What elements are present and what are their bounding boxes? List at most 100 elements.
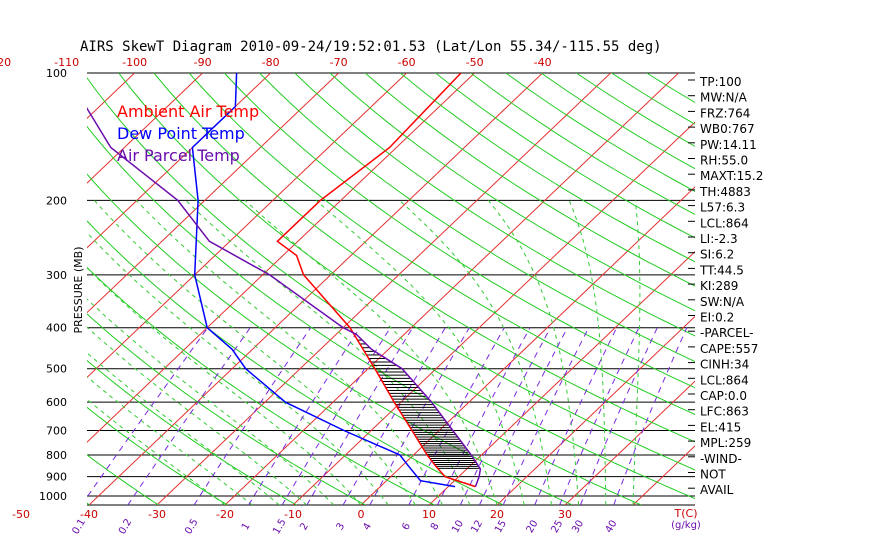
- temp-bottom-tick-label: 20: [490, 508, 504, 521]
- dry-adiabat-line: [118, 73, 695, 471]
- pressure-tick-label: 600: [46, 396, 67, 409]
- stat-line: RH:55.0: [700, 154, 748, 168]
- temp-top-tick-label: -40: [534, 56, 552, 69]
- mixing-ratio-label: 2: [298, 521, 311, 532]
- stat-line: -PARCEL-: [700, 326, 754, 340]
- dry-adiabat-line: [470, 73, 695, 216]
- dry-adiabat-line: [87, 266, 435, 505]
- stat-line: CAPE:557: [700, 342, 758, 356]
- mixing-ratio-line: [281, 327, 391, 505]
- moist-adiabat-line: [87, 376, 253, 505]
- isotherm-line: [428, 250, 695, 505]
- moist-adiabat-line: [87, 326, 307, 505]
- isotherm-line: [87, 73, 407, 379]
- stat-line: SI:6.2: [700, 248, 734, 262]
- temp-bottom-tick-label: -50: [12, 508, 30, 521]
- pressure-tick-label: 200: [46, 194, 67, 207]
- pressure-tick-label: 500: [46, 363, 67, 376]
- isotherm-line: [87, 73, 203, 184]
- dry-adiabat-line: [329, 73, 695, 312]
- dry-adiabat-line: [364, 73, 695, 287]
- mixing-ratio-line: [408, 327, 505, 505]
- stat-line: CAP:0.0: [700, 389, 747, 403]
- stat-line: -WIND-: [700, 452, 742, 466]
- legend: Ambient Air Temp Dew Point Temp Air Parcel…: [117, 102, 259, 165]
- isotherm-line: [564, 380, 695, 505]
- stat-line: EI:0.2: [700, 311, 734, 325]
- mixing-ratio-line: [87, 327, 209, 498]
- moist-adiabat-line: [93, 199, 416, 505]
- temp-bottom-tick-label: -10: [284, 508, 302, 521]
- plot-area: [0, 73, 695, 505]
- stat-line: SW:N/A: [700, 295, 745, 309]
- mixing-ratio-line: [369, 327, 470, 505]
- y-axis-label: PRESSURE (MB): [72, 247, 85, 334]
- mixing-ratio-label: 0.2: [117, 517, 134, 536]
- mixing-ratio-line: [193, 327, 312, 505]
- dry-adiabat-line: [223, 73, 695, 389]
- temp-top-tick-label: -60: [398, 56, 416, 69]
- stat-line: MPL:259: [700, 436, 751, 450]
- mixing-ratio-line: [613, 327, 688, 505]
- dry-adiabat-line: [87, 406, 228, 505]
- chart-title: AIRS SkewT Diagram 2010-09-24/19:52:01.5…: [80, 39, 662, 55]
- dry-adiabat-line: [87, 76, 695, 500]
- moist-adiabat-line: [87, 231, 389, 505]
- dry-adiabat-line: [87, 125, 642, 505]
- mixing-ratio-label: 40: [604, 518, 620, 535]
- temp-top-tick-label: -110: [54, 56, 79, 69]
- isotherm-line: [87, 73, 475, 443]
- pressure-tick-label: 400: [46, 322, 67, 335]
- dry-adiabat-line: [0, 73, 21, 505]
- series-line: [191, 73, 456, 488]
- mixing-ratio-line: [579, 327, 658, 505]
- temp-bottom-tick-label: -20: [216, 508, 234, 521]
- isotherm-line: [224, 73, 679, 505]
- stat-line: LCL:864: [700, 216, 749, 230]
- pressure-tick-label: 800: [46, 449, 67, 462]
- pressure-tick-label: 300: [46, 269, 67, 282]
- temp-axis-unit: T(C): [674, 507, 698, 520]
- moist-adiabat-line: [632, 200, 641, 505]
- mixing-ratio-line: [559, 327, 640, 505]
- isotherm-line: [87, 73, 135, 120]
- pressure-tick-label: 1000: [39, 490, 67, 503]
- temp-top-tick-label: -80: [262, 56, 280, 69]
- mixing-ratio-line: [459, 327, 551, 505]
- stat-line: PW:14.11: [700, 138, 757, 152]
- moist-adiabat-line: [185, 199, 471, 505]
- temp-bottom-tick-label: 10: [422, 508, 436, 521]
- stat-line: CINH:34: [700, 358, 749, 372]
- dry-adiabat-line: [87, 454, 159, 505]
- stat-line: TT:44.5: [699, 263, 744, 277]
- temp-top-tick-label: -50: [466, 56, 484, 69]
- mixing-ratio-label: 30: [570, 518, 586, 535]
- temp-bottom-tick-label: -40: [80, 508, 98, 521]
- stat-line: L57:6.3: [700, 201, 745, 215]
- mixing-ratio-line: [248, 327, 361, 505]
- isotherm-line: [360, 186, 695, 505]
- moist-adiabat-line: [244, 199, 498, 505]
- mixing-ratio-label: 12: [469, 518, 485, 535]
- moist-adiabat-lines: [87, 199, 641, 505]
- cape-hatch: [357, 339, 481, 469]
- dry-adiabat-line: [153, 73, 695, 443]
- mixing-ratio-label: 0.5: [183, 517, 200, 536]
- mixing-ratio-label: 3: [335, 521, 348, 532]
- temp-bottom-tick-label: 30: [558, 508, 572, 521]
- isotherm-line: [292, 121, 695, 505]
- moist-adiabat-line: [315, 199, 525, 505]
- mixing-ratio-line: [502, 327, 590, 505]
- pressure-tick-label: 900: [46, 471, 67, 484]
- stat-line: TH:4883: [699, 185, 751, 199]
- dry-adiabat-line: [399, 73, 695, 263]
- stat-line: WB0:767: [700, 122, 755, 136]
- stat-line: LFC:863: [700, 405, 749, 419]
- mixing-ratio-unit: (g/kg): [671, 520, 701, 531]
- isotherm-line: [0, 73, 67, 505]
- mixing-ratio-line: [534, 327, 618, 505]
- stat-line: TP:100: [699, 75, 742, 89]
- moist-adiabat-line: [399, 199, 552, 505]
